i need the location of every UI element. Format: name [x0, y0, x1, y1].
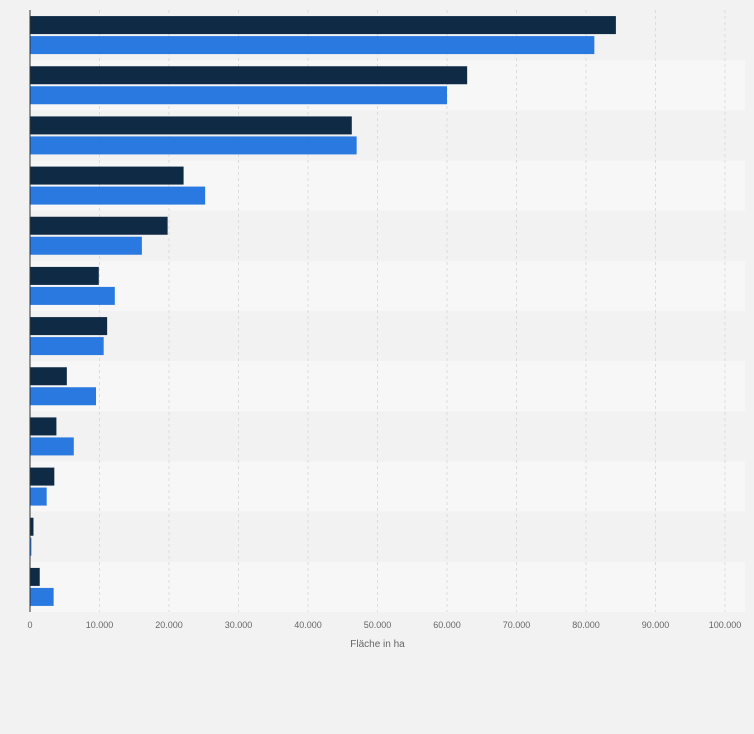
x-tick-label: 0 [27, 620, 32, 630]
bar-series-2 [30, 487, 47, 506]
x-tick-label: 40.000 [294, 620, 322, 630]
bar-series-1 [30, 417, 57, 436]
bar-series-2 [30, 387, 97, 406]
bar-series-1 [30, 467, 55, 486]
x-tick-label: 100.000 [709, 620, 742, 630]
bar-series-2 [30, 286, 115, 305]
row-band [30, 511, 745, 562]
bar-series-1 [30, 567, 40, 586]
bar-series-2 [30, 186, 206, 205]
bar-series-2 [30, 236, 142, 255]
bar-series-2 [30, 587, 54, 606]
row-bands [30, 10, 745, 612]
x-tick-label: 80.000 [572, 620, 600, 630]
bar-series-2 [30, 136, 357, 155]
bar-series-1 [30, 116, 352, 135]
bar-series-1 [30, 266, 99, 285]
bar-series-2 [30, 36, 595, 55]
bar-series-1 [30, 317, 108, 336]
bar-series-2 [30, 437, 74, 456]
bar-series-1 [30, 367, 67, 386]
row-band [30, 311, 745, 362]
row-band [30, 411, 745, 462]
x-tick-label: 50.000 [364, 620, 392, 630]
row-band [30, 461, 745, 512]
bar-series-1 [30, 66, 468, 85]
x-tick-label: 90.000 [642, 620, 670, 630]
gridlines [99, 10, 726, 612]
row-band [30, 361, 745, 412]
x-tick-label: 60.000 [433, 620, 461, 630]
x-tick-labels: 0 10.000 20.000 30.000 40.000 50.000 60.000 70.… [27, 620, 741, 630]
row-band [30, 260, 745, 311]
x-tick-label: 30.000 [225, 620, 253, 630]
x-tick-label: 70.000 [503, 620, 531, 630]
x-axis-label: Fläche in ha [350, 639, 405, 650]
bar-series-1 [30, 517, 34, 536]
x-tick-label: 10.000 [86, 620, 114, 630]
bar-series-2 [30, 86, 447, 105]
bars [30, 16, 616, 606]
bar-series-1 [30, 166, 184, 185]
bar-series-2 [30, 337, 104, 356]
bar-series-2 [30, 537, 32, 556]
bar-series-1 [30, 216, 168, 235]
x-tick-label: 20.000 [155, 620, 183, 630]
bar-series-1 [30, 16, 616, 35]
row-band [30, 561, 745, 612]
